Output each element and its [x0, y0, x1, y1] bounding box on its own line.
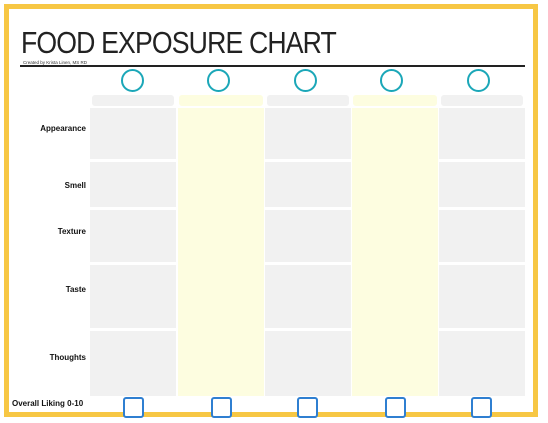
food-circle-2[interactable] [207, 69, 230, 92]
overall-checkbox-1[interactable] [123, 397, 144, 418]
cell-row4-col3[interactable] [265, 265, 351, 328]
yellow-column-4 [352, 108, 438, 396]
cell-row2-col1[interactable] [90, 162, 176, 207]
overall-checkbox-2[interactable] [211, 397, 232, 418]
row-label-appearance: Appearance [40, 124, 86, 133]
cell-row5-col5[interactable] [439, 331, 525, 396]
cell-row3-col5[interactable] [439, 210, 525, 262]
page-title: FOOD EXPOSURE CHART [21, 25, 337, 60]
title-underline [20, 65, 525, 67]
food-circle-1[interactable] [121, 69, 144, 92]
yellow-column-2 [178, 108, 264, 396]
food-circle-5[interactable] [467, 69, 490, 92]
overall-liking-label: Overall Liking 0-10 [12, 399, 84, 408]
cell-row1-col1[interactable] [90, 108, 176, 159]
row-label-smell: Smell [64, 181, 86, 190]
cell-row4-col5[interactable] [439, 265, 525, 328]
overall-checkbox-5[interactable] [471, 397, 492, 418]
row-label-taste: Taste [65, 285, 86, 294]
column-header-4[interactable] [353, 95, 437, 106]
row-label-thoughts: Thoughts [49, 353, 86, 362]
cell-row5-col1[interactable] [90, 331, 176, 396]
cell-row3-col3[interactable] [265, 210, 351, 262]
credit-line: Created by Krista Linen, MS RD [23, 60, 88, 65]
column-header-3[interactable] [267, 95, 349, 106]
cell-row3-col1[interactable] [90, 210, 176, 262]
food-circle-3[interactable] [294, 69, 317, 92]
cell-row5-col3[interactable] [265, 331, 351, 396]
column-header-5[interactable] [441, 95, 523, 106]
overall-checkbox-4[interactable] [385, 397, 406, 418]
cell-row4-col1[interactable] [90, 265, 176, 328]
cell-row2-col5[interactable] [439, 162, 525, 207]
column-header-2[interactable] [179, 95, 263, 106]
cell-row1-col3[interactable] [265, 108, 351, 159]
column-header-1[interactable] [92, 95, 174, 106]
row-label-texture: Texture [57, 227, 86, 236]
cell-row2-col3[interactable] [265, 162, 351, 207]
food-circle-4[interactable] [380, 69, 403, 92]
overall-checkbox-3[interactable] [297, 397, 318, 418]
cell-row1-col5[interactable] [439, 108, 525, 159]
